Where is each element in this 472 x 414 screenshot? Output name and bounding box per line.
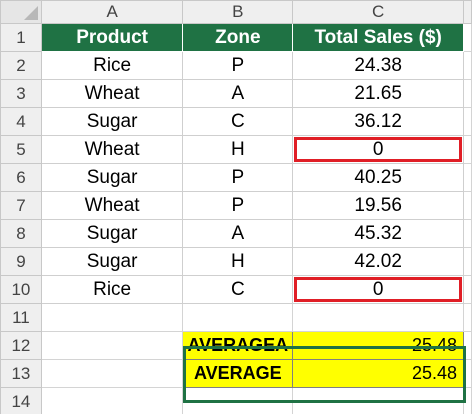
header-cell-product[interactable]: Product <box>40 23 184 52</box>
empty-cell[interactable] <box>40 387 184 414</box>
empty-cell[interactable] <box>463 135 472 164</box>
cell-product[interactable]: Sugar <box>40 247 184 276</box>
row-header-11[interactable]: 11 <box>0 303 42 332</box>
cell-product[interactable]: Rice <box>40 275 184 304</box>
sheet-row-11: 11 <box>0 303 472 332</box>
cell-product[interactable]: Sugar <box>40 219 184 248</box>
cell-product[interactable]: Sugar <box>40 107 184 136</box>
cell-total-sales[interactable]: 42.02 <box>292 247 465 276</box>
cell-total-sales[interactable]: 45.32 <box>292 219 465 248</box>
summary-label-averagea[interactable]: AVERAGEA <box>182 331 294 360</box>
sheet-row-12: 12 AVERAGEA 25.48 <box>0 331 472 360</box>
empty-cell[interactable] <box>463 219 472 248</box>
sheet-row-13: 13 AVERAGE 25.48 <box>0 359 472 388</box>
empty-cell[interactable] <box>463 359 472 388</box>
sheet-row-1: 1 Product Zone Total Sales ($) <box>0 23 472 52</box>
cell-total-sales[interactable]: 40.25 <box>292 163 465 192</box>
column-header-next[interactable] <box>463 0 472 24</box>
row-header-13[interactable]: 13 <box>0 359 42 388</box>
sheet-row-9: 9 Sugar H 42.02 <box>0 247 472 276</box>
row-header-10[interactable]: 10 <box>0 275 42 304</box>
cell-zone[interactable]: C <box>182 107 294 136</box>
row-header-2[interactable]: 2 <box>0 51 42 80</box>
row-header-12[interactable]: 12 <box>0 331 42 360</box>
empty-cell[interactable] <box>463 79 472 108</box>
column-header-b[interactable]: B <box>182 0 294 24</box>
empty-cell[interactable] <box>463 51 472 80</box>
cell-total-sales-zero[interactable]: 0 <box>292 275 465 304</box>
cell-total-sales-zero[interactable]: 0 <box>292 135 465 164</box>
sheet-row-7: 7 Wheat P 19.56 <box>0 191 472 220</box>
empty-cell[interactable] <box>463 107 472 136</box>
cell-product[interactable]: Sugar <box>40 163 184 192</box>
summary-label-average[interactable]: AVERAGE <box>182 359 294 388</box>
cell-zone[interactable]: H <box>182 135 294 164</box>
empty-cell[interactable] <box>40 303 184 332</box>
sheet-row-14: 14 <box>0 387 472 414</box>
empty-cell[interactable] <box>463 191 472 220</box>
cell-zone[interactable]: P <box>182 51 294 80</box>
cell-product[interactable]: Wheat <box>40 79 184 108</box>
cell-product[interactable]: Wheat <box>40 191 184 220</box>
cell-value: 0 <box>372 278 384 300</box>
sheet-row-10: 10 Rice C 0 <box>0 275 472 304</box>
row-header-14[interactable]: 14 <box>0 387 42 414</box>
cell-total-sales[interactable]: 21.65 <box>292 79 465 108</box>
cell-product[interactable]: Wheat <box>40 135 184 164</box>
row-header-4[interactable]: 4 <box>0 107 42 136</box>
empty-cell[interactable] <box>463 387 472 414</box>
cell-zone[interactable]: A <box>182 219 294 248</box>
sheet-row-3: 3 Wheat A 21.65 <box>0 79 472 108</box>
column-header-c[interactable]: C <box>292 0 465 24</box>
select-all-corner[interactable] <box>0 0 42 24</box>
cell-value: 0 <box>372 138 384 160</box>
column-header-a[interactable]: A <box>40 0 184 24</box>
row-header-9[interactable]: 9 <box>0 247 42 276</box>
sheet-row-5: 5 Wheat H 0 <box>0 135 472 164</box>
empty-cell[interactable] <box>292 303 465 332</box>
row-header-8[interactable]: 8 <box>0 219 42 248</box>
row-header-6[interactable]: 6 <box>0 163 42 192</box>
empty-cell[interactable] <box>463 247 472 276</box>
header-cell-zone[interactable]: Zone <box>182 23 294 52</box>
summary-value-average[interactable]: 25.48 <box>292 359 465 388</box>
cell-zone[interactable]: C <box>182 275 294 304</box>
row-header-1[interactable]: 1 <box>0 23 42 52</box>
empty-cell[interactable] <box>182 303 294 332</box>
cell-total-sales[interactable]: 19.56 <box>292 191 465 220</box>
empty-cell[interactable] <box>463 303 472 332</box>
row-header-5[interactable]: 5 <box>0 135 42 164</box>
sheet-row-8: 8 Sugar A 45.32 <box>0 219 472 248</box>
cell-zone[interactable]: H <box>182 247 294 276</box>
empty-cell[interactable] <box>463 331 472 360</box>
sheet-row-6: 6 Sugar P 40.25 <box>0 163 472 192</box>
empty-cell[interactable] <box>463 275 472 304</box>
empty-cell[interactable] <box>463 23 472 52</box>
empty-cell[interactable] <box>40 359 184 388</box>
sheet-row-2: 2 Rice P 24.38 <box>0 51 472 80</box>
cell-zone[interactable]: P <box>182 191 294 220</box>
select-all-triangle-icon <box>23 6 38 20</box>
cell-zone[interactable]: A <box>182 79 294 108</box>
cell-total-sales[interactable]: 24.38 <box>292 51 465 80</box>
summary-value-averagea[interactable]: 25.48 <box>292 331 465 360</box>
row-header-7[interactable]: 7 <box>0 191 42 220</box>
empty-cell[interactable] <box>292 387 465 414</box>
sheet-row-4: 4 Sugar C 36.12 <box>0 107 472 136</box>
empty-cell[interactable] <box>182 387 294 414</box>
empty-cell[interactable] <box>40 331 184 360</box>
row-header-3[interactable]: 3 <box>0 79 42 108</box>
empty-cell[interactable] <box>463 163 472 192</box>
cell-total-sales[interactable]: 36.12 <box>292 107 465 136</box>
column-header-row: A B C <box>0 0 472 24</box>
cell-zone[interactable]: P <box>182 163 294 192</box>
cell-product[interactable]: Rice <box>40 51 184 80</box>
header-cell-total-sales[interactable]: Total Sales ($) <box>292 23 465 52</box>
